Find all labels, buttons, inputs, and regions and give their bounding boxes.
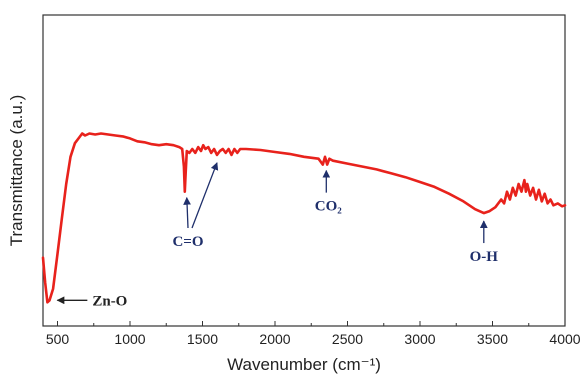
- x-tick-label: 1000: [114, 331, 145, 347]
- x-tick-label: 2500: [332, 331, 363, 347]
- spectrum-line: [41, 132, 567, 304]
- annotation-label: CO₂: [315, 199, 343, 215]
- annotation-arrow: [191, 162, 219, 229]
- annotation-label: O-H: [470, 249, 499, 265]
- x-tick-label: 4000: [549, 331, 580, 347]
- annotation-layer: Zn-O C=O CO₂ O-H: [56, 162, 499, 309]
- x-tick-label: 2000: [259, 331, 290, 347]
- x-tick-label: 1500: [187, 331, 218, 347]
- x-tick-label: 500: [46, 331, 70, 347]
- annotation-label: C=O: [172, 234, 203, 250]
- x-axis-ticks: 500 1000 1500 2000 2500 3000 3500 4000: [46, 321, 581, 347]
- series-layer: [41, 132, 567, 304]
- annotation-c-o: C=O: [172, 162, 219, 250]
- plot-border: [42, 14, 566, 327]
- annotation-co-: CO₂: [315, 169, 343, 215]
- x-tick-label: 3500: [477, 331, 508, 347]
- annotation-arrow: [183, 196, 191, 229]
- y-axis-title: Transmittance (a.u.): [7, 95, 26, 246]
- x-axis-title: Wavenumber (cm⁻¹): [227, 355, 381, 374]
- plot-frame: [42, 14, 566, 327]
- annotation-label: Zn-O: [92, 293, 127, 309]
- x-tick-label: 3000: [404, 331, 435, 347]
- annotation-o-h: O-H: [470, 220, 499, 265]
- annotation-zn-o: Zn-O: [56, 293, 127, 309]
